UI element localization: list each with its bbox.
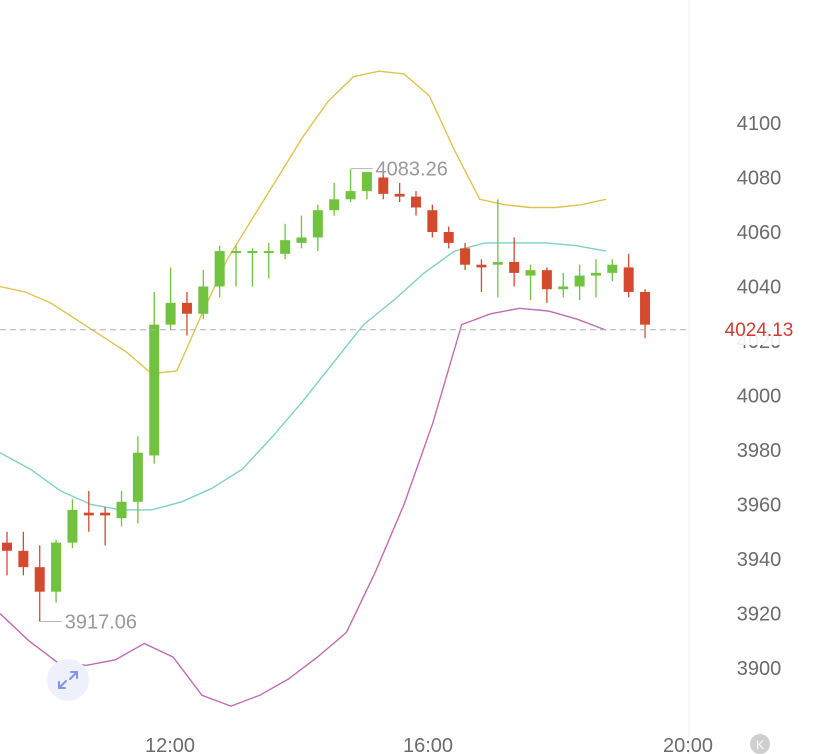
expand-icon[interactable] xyxy=(47,659,89,701)
svg-text:K: K xyxy=(756,738,764,752)
candle-down xyxy=(83,512,94,516)
x-tick-label: 20:00 xyxy=(663,735,713,754)
candle-up xyxy=(67,509,78,543)
candle-down xyxy=(100,512,111,516)
y-tick-label: 4100 xyxy=(737,113,782,135)
candle-down xyxy=(394,193,405,197)
y-axis: 3900392039403960398040004020404040604080… xyxy=(737,113,782,680)
bollinger-bands xyxy=(0,70,607,707)
k-icon[interactable]: K xyxy=(750,734,770,754)
candle-down xyxy=(18,550,29,568)
x-axis: 12:00 16:00 20:00 xyxy=(145,735,713,754)
candle-down xyxy=(640,291,651,325)
current-price-label-bg xyxy=(700,313,828,345)
upper-band-line xyxy=(0,70,607,375)
candle-down xyxy=(541,270,552,290)
y-tick-label: 3900 xyxy=(737,658,782,680)
candle-up xyxy=(345,191,356,200)
y-tick-label: 4000 xyxy=(737,386,782,408)
candle-up xyxy=(165,302,176,325)
candle-down xyxy=(181,302,192,314)
candle-down xyxy=(460,248,471,265)
candle-up xyxy=(607,264,618,273)
candle-down xyxy=(509,261,520,273)
candle-up xyxy=(247,251,258,254)
candle-up xyxy=(312,210,323,238)
candles xyxy=(2,169,651,622)
candle-up xyxy=(525,270,536,276)
candle-down xyxy=(476,264,487,268)
candle-up xyxy=(492,261,503,265)
current-price-label: 4024.13 xyxy=(725,320,794,341)
low-marker-label: 3917.06 xyxy=(65,612,137,634)
y-tick-label: 4060 xyxy=(737,222,782,244)
candle-up xyxy=(263,251,274,254)
x-tick-label: 12:00 xyxy=(145,735,195,754)
candle-down xyxy=(411,196,421,208)
y-tick-label: 3940 xyxy=(737,549,782,571)
candle-up xyxy=(116,501,127,519)
candle-down xyxy=(623,267,634,292)
candle-down xyxy=(2,542,12,551)
candle-down xyxy=(443,232,454,243)
candle-down xyxy=(378,177,389,194)
high-marker-label: 4083.26 xyxy=(376,159,448,181)
y-tick-label: 3920 xyxy=(737,604,782,626)
candle-up xyxy=(296,237,307,243)
middle-band-line xyxy=(0,242,607,511)
candle-up xyxy=(590,272,601,276)
candle-up xyxy=(149,324,160,456)
candle-up xyxy=(558,286,569,290)
candle-up xyxy=(132,452,143,502)
candle-up xyxy=(574,275,585,287)
candle-up xyxy=(51,542,62,592)
y-tick-label: 3980 xyxy=(737,440,782,462)
x-tick-label: 16:00 xyxy=(403,735,453,754)
y-tick-label: 4040 xyxy=(737,277,782,299)
candle-up xyxy=(280,240,291,254)
candle-up xyxy=(361,172,372,192)
candle-up xyxy=(329,199,340,211)
y-tick-label: 4080 xyxy=(737,168,782,190)
candle-down xyxy=(427,210,438,232)
candle-up xyxy=(198,286,209,314)
candle-down xyxy=(34,567,45,592)
extreme-markers: 4083.26 3917.06 xyxy=(39,159,448,634)
lower-band-line xyxy=(0,307,607,707)
candle-up xyxy=(231,251,242,254)
candle-up xyxy=(214,251,225,287)
y-tick-label: 3960 xyxy=(737,495,782,517)
